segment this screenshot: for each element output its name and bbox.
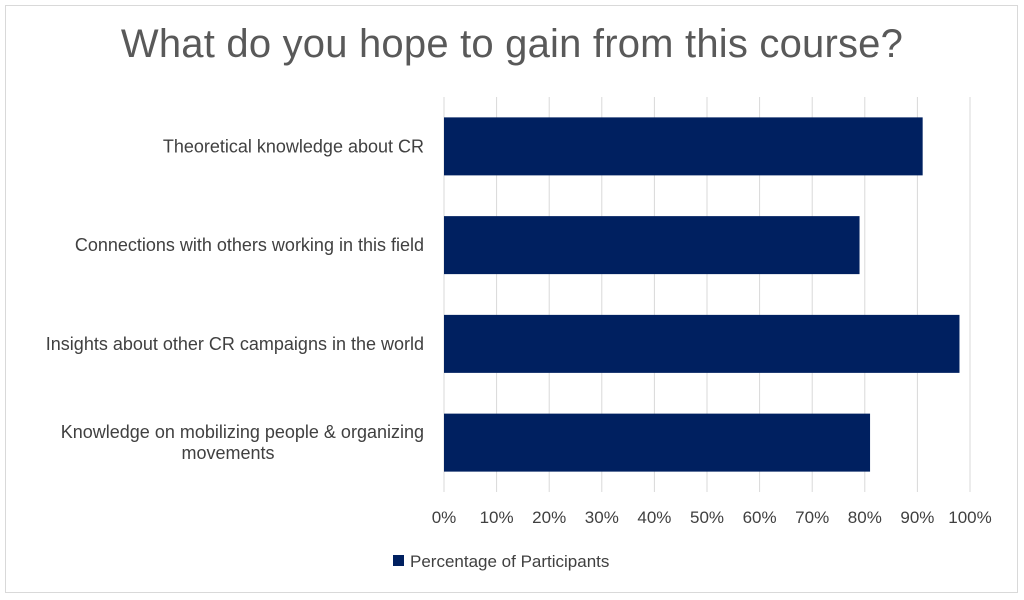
category-label: movements — [181, 443, 274, 463]
category-labels: Theoretical knowledge about CR Connection… — [46, 136, 424, 463]
x-tick-label: 0% — [432, 508, 457, 527]
category-label: Insights about other CR campaigns in the… — [46, 334, 424, 354]
bars — [444, 117, 960, 472]
bar — [444, 413, 871, 472]
x-tick-label: 100% — [948, 508, 991, 527]
category-label: Theoretical knowledge about CR — [163, 136, 424, 156]
bar — [444, 216, 860, 275]
category-label: Knowledge on mobilizing people & organiz… — [61, 422, 424, 442]
x-tick-label: 90% — [900, 508, 934, 527]
category-label: Connections with others working in this … — [75, 235, 424, 255]
x-tick-label: 60% — [743, 508, 777, 527]
x-tick-label: 50% — [690, 508, 724, 527]
legend-swatch — [393, 555, 404, 566]
bar — [444, 117, 923, 176]
x-tick-labels: 0% 10% 20% 30% 40% 50% 60% 70% 80% 90% 100% — [432, 508, 992, 527]
x-tick-label: 30% — [585, 508, 619, 527]
x-tick-label: 20% — [532, 508, 566, 527]
bar — [444, 314, 960, 373]
legend: Percentage of Participants — [393, 552, 609, 571]
legend-label: Percentage of Participants — [410, 552, 609, 571]
chart-title: What do you hope to gain from this cours… — [120, 22, 904, 66]
x-tick-label: 10% — [480, 508, 514, 527]
x-tick-label: 70% — [795, 508, 829, 527]
x-tick-label: 40% — [637, 508, 671, 527]
chart-frame — [5, 5, 1018, 593]
x-tick-label: 80% — [848, 508, 882, 527]
